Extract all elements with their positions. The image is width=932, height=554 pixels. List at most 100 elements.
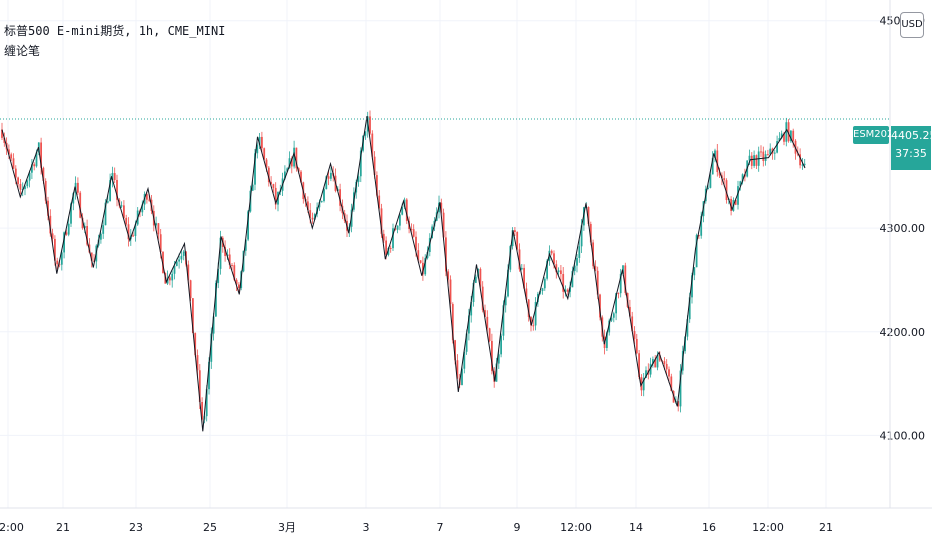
candle-body (79, 192, 82, 218)
candle-body (187, 264, 190, 281)
candle-body (274, 187, 277, 205)
candle-body (288, 158, 291, 169)
candle-body (695, 235, 698, 268)
candle-body (382, 233, 385, 241)
candle-body (146, 194, 148, 200)
x-tick-label: 3 (363, 521, 370, 534)
candle-body (376, 175, 378, 196)
candle-body (599, 294, 601, 318)
candle-body (776, 141, 778, 153)
candle-body (578, 246, 581, 258)
symbol-price-tag: ESM2022 (853, 126, 900, 144)
candle-body (796, 153, 799, 155)
candle-body (566, 289, 569, 292)
candle-body (725, 180, 728, 200)
candle-body (470, 302, 473, 316)
candle-body (454, 340, 456, 361)
y-tick-label: 4100.00 (880, 429, 926, 442)
candle-body (339, 189, 341, 206)
candle-body (394, 228, 397, 230)
candle-body (691, 275, 693, 298)
candle-body (175, 261, 178, 266)
candle-body (373, 156, 376, 176)
candle-body (504, 296, 507, 306)
candle-body (451, 304, 454, 341)
candle-body (543, 278, 546, 289)
candle-body (401, 206, 404, 215)
candle-body (576, 257, 578, 266)
candle-body (412, 229, 415, 237)
candle-body (323, 189, 325, 202)
candle-body (205, 389, 208, 417)
candle-body (67, 223, 70, 235)
candle-body (267, 167, 270, 183)
candle-body (497, 354, 500, 364)
candle-body (783, 133, 785, 142)
candle-body (300, 171, 302, 183)
candle-body (730, 198, 732, 211)
candle-body (116, 179, 118, 200)
candle-body (610, 317, 613, 321)
candle-body (290, 158, 293, 167)
currency-button[interactable]: USD (900, 12, 924, 38)
candle-body (587, 207, 590, 224)
candle-body (286, 168, 289, 172)
candle-body (325, 176, 328, 190)
candle-body (507, 269, 509, 297)
candle-body (26, 180, 29, 187)
candle-body (297, 168, 300, 172)
candle-body (157, 223, 160, 235)
candle-body (511, 230, 514, 247)
candle-body (700, 216, 703, 236)
candle-body (113, 173, 116, 180)
candle-body (741, 174, 744, 182)
y-tick-label: 4300.00 (880, 222, 926, 235)
x-tick-label: 21 (819, 521, 833, 534)
candle-body (714, 150, 716, 158)
candle-body (247, 211, 249, 240)
candle-body (645, 370, 647, 378)
candle-body (159, 234, 162, 252)
candle-body (654, 359, 657, 368)
candle-body (93, 260, 95, 262)
candle-body (387, 247, 390, 255)
x-tick-label: 12:00 (752, 521, 784, 534)
candle-body (709, 174, 712, 188)
candle-body (734, 199, 737, 205)
candle-body (516, 232, 519, 250)
candle-body (553, 253, 555, 265)
candle-body (180, 255, 183, 260)
candle-body (100, 233, 102, 240)
candle-body (284, 171, 286, 179)
candle-body (51, 233, 54, 239)
candle-body (49, 215, 52, 234)
candle-body (573, 265, 576, 272)
candle-body (212, 316, 215, 334)
candle-body (668, 369, 670, 377)
candle-body (378, 195, 381, 209)
candle-body (447, 271, 450, 280)
candle-body (169, 277, 171, 281)
candle-body (481, 286, 484, 311)
candle-body (560, 270, 562, 274)
candle-body (474, 276, 477, 283)
candle-body (785, 122, 788, 142)
candle-body (256, 144, 259, 154)
candle-body (120, 205, 123, 207)
candle-body (468, 315, 470, 334)
candle-body (14, 168, 17, 178)
candle-body (198, 370, 201, 402)
candle-body (83, 226, 86, 229)
candle-body (465, 333, 468, 352)
candle-body (534, 302, 537, 326)
candle-body (571, 271, 574, 288)
candle-body (111, 173, 114, 181)
legend-symbol-title[interactable]: 标普500 E-mini期货, 1h, CME_MINI (4, 24, 226, 38)
legend-indicator-name[interactable]: 缠论笔 (4, 44, 41, 58)
candle-body (530, 316, 532, 326)
x-tick-label: 7 (437, 521, 444, 534)
candle-body (44, 180, 47, 201)
candle-body (773, 152, 776, 154)
